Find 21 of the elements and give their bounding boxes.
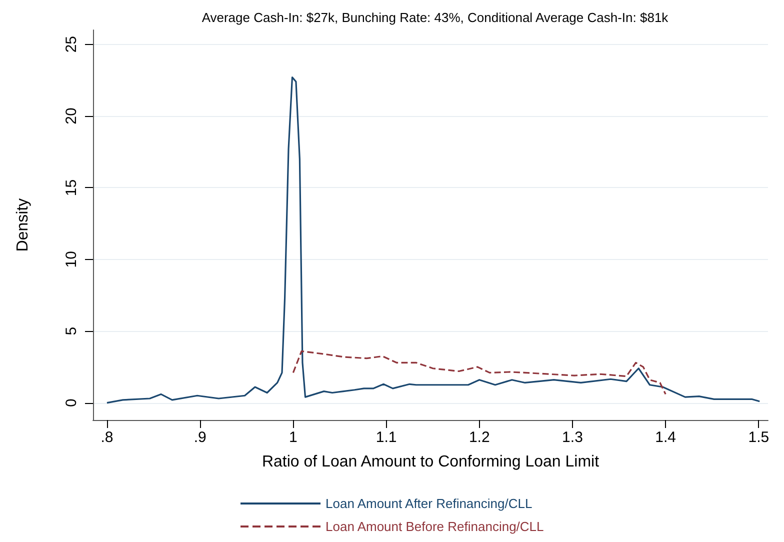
- y-tick-label: 20: [63, 108, 80, 124]
- y-tick-label: 0: [63, 398, 80, 407]
- x-tick-label: .9: [194, 429, 206, 446]
- y-tick-label: 25: [63, 36, 80, 53]
- x-tick-label: 1: [289, 429, 298, 446]
- line-series: [292, 350, 666, 395]
- y-tick-label: 15: [63, 179, 80, 196]
- line-series: [106, 76, 760, 404]
- text: Loan Amount After Refinancing/CLL: [326, 496, 532, 511]
- y-axis-title: Density: [14, 198, 32, 252]
- y-tick-label: 10: [63, 251, 80, 268]
- x-tick-label: .8: [100, 429, 114, 446]
- x-tick-label: 1.4: [655, 429, 676, 446]
- chart-title: Average Cash-In: $27k, Bunching Rate: 43%, Conditional Average Cash-In: $81k: [202, 10, 669, 25]
- x-tick-label: 1.2: [468, 429, 490, 446]
- x-tick-label: 1.1: [376, 429, 397, 446]
- text: Loan Amount Before Refinancing/CLL: [326, 519, 544, 534]
- y-tick-label: 5: [63, 326, 80, 336]
- x-axis-title: Ratio of Loan Amount to Conforming Loan Limit: [262, 454, 600, 470]
- x-tick-label: 1.5: [748, 429, 770, 446]
- x-tick-label: 1.3: [562, 429, 583, 446]
